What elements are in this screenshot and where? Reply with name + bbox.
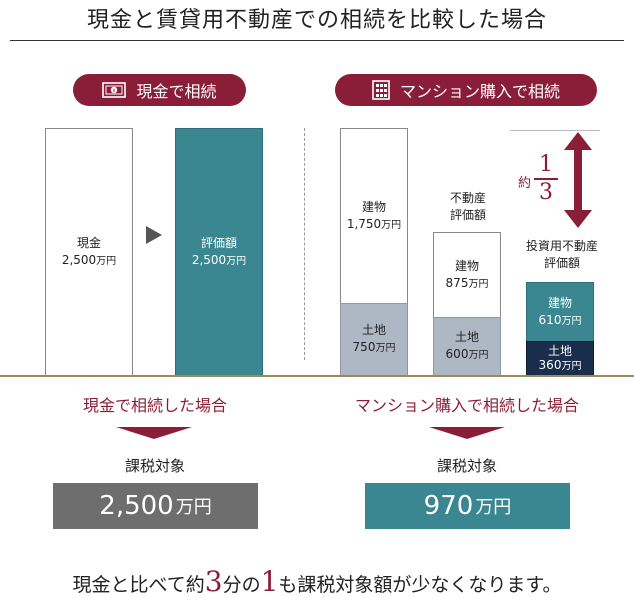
inv-land-unit: 万円: [561, 360, 582, 372]
fraction-bar: [534, 178, 558, 180]
re-eval-caption-line: 評価額: [449, 208, 486, 222]
dashed-divider: [304, 128, 305, 360]
ratio-numerator: 1: [539, 152, 553, 177]
conclusion-number: 3: [204, 565, 223, 598]
cash-taxable-number: 2,500: [99, 491, 174, 521]
re-eval-caption: 不動産 評価額: [428, 190, 508, 224]
cash-label: 現金: [76, 235, 101, 250]
condo-taxable-amount: 970 万円: [365, 483, 570, 529]
eval-amount: 2,500: [191, 252, 227, 267]
inv-eval-caption: 投資用不動産 評価額: [512, 238, 612, 272]
land-box: 土地 750万円: [340, 303, 408, 376]
pill-label: マンション購入で相続: [399, 82, 560, 101]
re-land-label: 土地: [454, 330, 479, 344]
condo-case-label: マンション購入で相続した場合: [354, 396, 579, 415]
page-title: 現金と賃貸用不動産での相続を比較した場合: [86, 8, 547, 33]
down-arrow-icon: [116, 427, 192, 439]
banknote-icon: ¥: [102, 81, 127, 99]
ratio-denominator: 3: [539, 180, 553, 205]
inv-eval-caption-line: 投資用不動産: [525, 239, 598, 253]
conclusion-text: 現金と比べて約3分の1も課税対象額が少なくなります。: [0, 565, 634, 598]
re-land-box: 土地 600万円: [433, 317, 501, 376]
land-label: 土地: [361, 323, 386, 337]
ratio-fraction: 1 3: [534, 153, 558, 205]
eval-unit: 万円: [226, 255, 247, 267]
re-building-box: 建物 875万円: [433, 232, 501, 318]
cash-inheritance-pill: ¥ 現金で相続: [73, 74, 246, 106]
inv-building-box: 建物 610万円: [526, 282, 594, 342]
inv-land-label: 土地: [547, 343, 572, 358]
inv-building-unit: 万円: [561, 315, 582, 327]
inv-building-amount: 610: [538, 312, 562, 327]
svg-text:¥: ¥: [113, 88, 116, 94]
ratio-prefix: 約: [518, 176, 532, 191]
top-guide-line: [510, 130, 600, 131]
cash-taxable-amount: 2,500 万円: [53, 483, 258, 529]
cash-eval-box: 評価額 2,500万円: [175, 128, 263, 376]
re-building-amount: 875: [445, 275, 469, 290]
right-triangle-icon: [146, 226, 162, 248]
conclusion-number: 1: [260, 565, 279, 598]
re-eval-caption-line: 不動産: [449, 191, 486, 205]
land-unit: 万円: [375, 343, 396, 354]
ground-line: [0, 375, 634, 377]
cash-unit: 万円: [96, 255, 117, 267]
building-label: 建物: [361, 199, 386, 214]
cash-taxable-label: 課税対象: [124, 457, 185, 475]
cash-case-label: 現金で相続した場合: [82, 396, 227, 415]
cash-amount: 2,500: [61, 252, 97, 267]
building-amount: 1,750: [346, 216, 382, 231]
down-arrow-icon: [429, 427, 505, 439]
condo-taxable-label: 課税対象: [436, 457, 497, 475]
inv-eval-caption-line: 評価額: [543, 256, 580, 270]
re-land-unit: 万円: [468, 350, 489, 361]
re-land-amount: 600: [445, 347, 469, 361]
conclusion-pre: 現金と比べて約: [72, 574, 205, 596]
title-divider: [10, 40, 624, 41]
double-arrow-icon: [564, 132, 592, 232]
conclusion-mid: 分の: [222, 574, 261, 596]
building-icon: [372, 80, 390, 100]
inv-land-amount: 360: [538, 357, 562, 372]
building-box: 建物 1,750万円: [340, 128, 408, 304]
land-amount: 750: [352, 340, 376, 354]
building-unit: 万円: [381, 219, 402, 231]
condo-inheritance-pill: マンション購入で相続: [335, 74, 597, 106]
inv-building-label: 建物: [547, 295, 572, 310]
cash-taxable-unit: 万円: [175, 497, 212, 518]
eval-label: 評価額: [200, 235, 237, 250]
conclusion-post: も課税対象額が少なくなります。: [278, 574, 562, 596]
inv-land-box: 土地 360万円: [526, 341, 594, 376]
re-building-unit: 万円: [468, 278, 489, 290]
pill-label: 現金で相続: [136, 82, 217, 101]
re-building-label: 建物: [454, 258, 479, 273]
condo-taxable-number: 970: [423, 491, 474, 521]
condo-taxable-unit: 万円: [475, 497, 512, 518]
cash-box: 現金 2,500万円: [45, 128, 133, 376]
